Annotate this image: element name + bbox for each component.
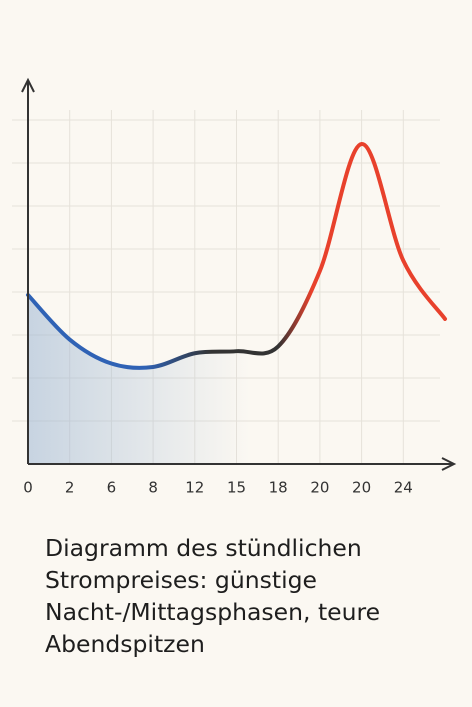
x-tick-label: 12 bbox=[185, 479, 204, 497]
x-tick-label: 6 bbox=[107, 479, 117, 497]
line bbox=[26, 142, 447, 370]
x-tick-label: 20 bbox=[352, 479, 371, 497]
area bbox=[28, 143, 445, 463]
x-tick-label: 24 bbox=[394, 479, 413, 497]
x-tick-label: 18 bbox=[269, 479, 288, 497]
x-tick-label: 15 bbox=[227, 479, 246, 497]
x-tick-label: 8 bbox=[148, 479, 158, 497]
axes bbox=[21, 77, 457, 471]
x-tick-label: 0 bbox=[23, 479, 33, 497]
caption: Diagramm des stündlichen Strompreises: g… bbox=[45, 534, 381, 658]
chart: 0 2 6 8 12 15 18 20 20 24 bbox=[12, 77, 457, 497]
x-tick-label: 2 bbox=[65, 479, 75, 497]
x-tick-label: 20 bbox=[310, 479, 329, 497]
